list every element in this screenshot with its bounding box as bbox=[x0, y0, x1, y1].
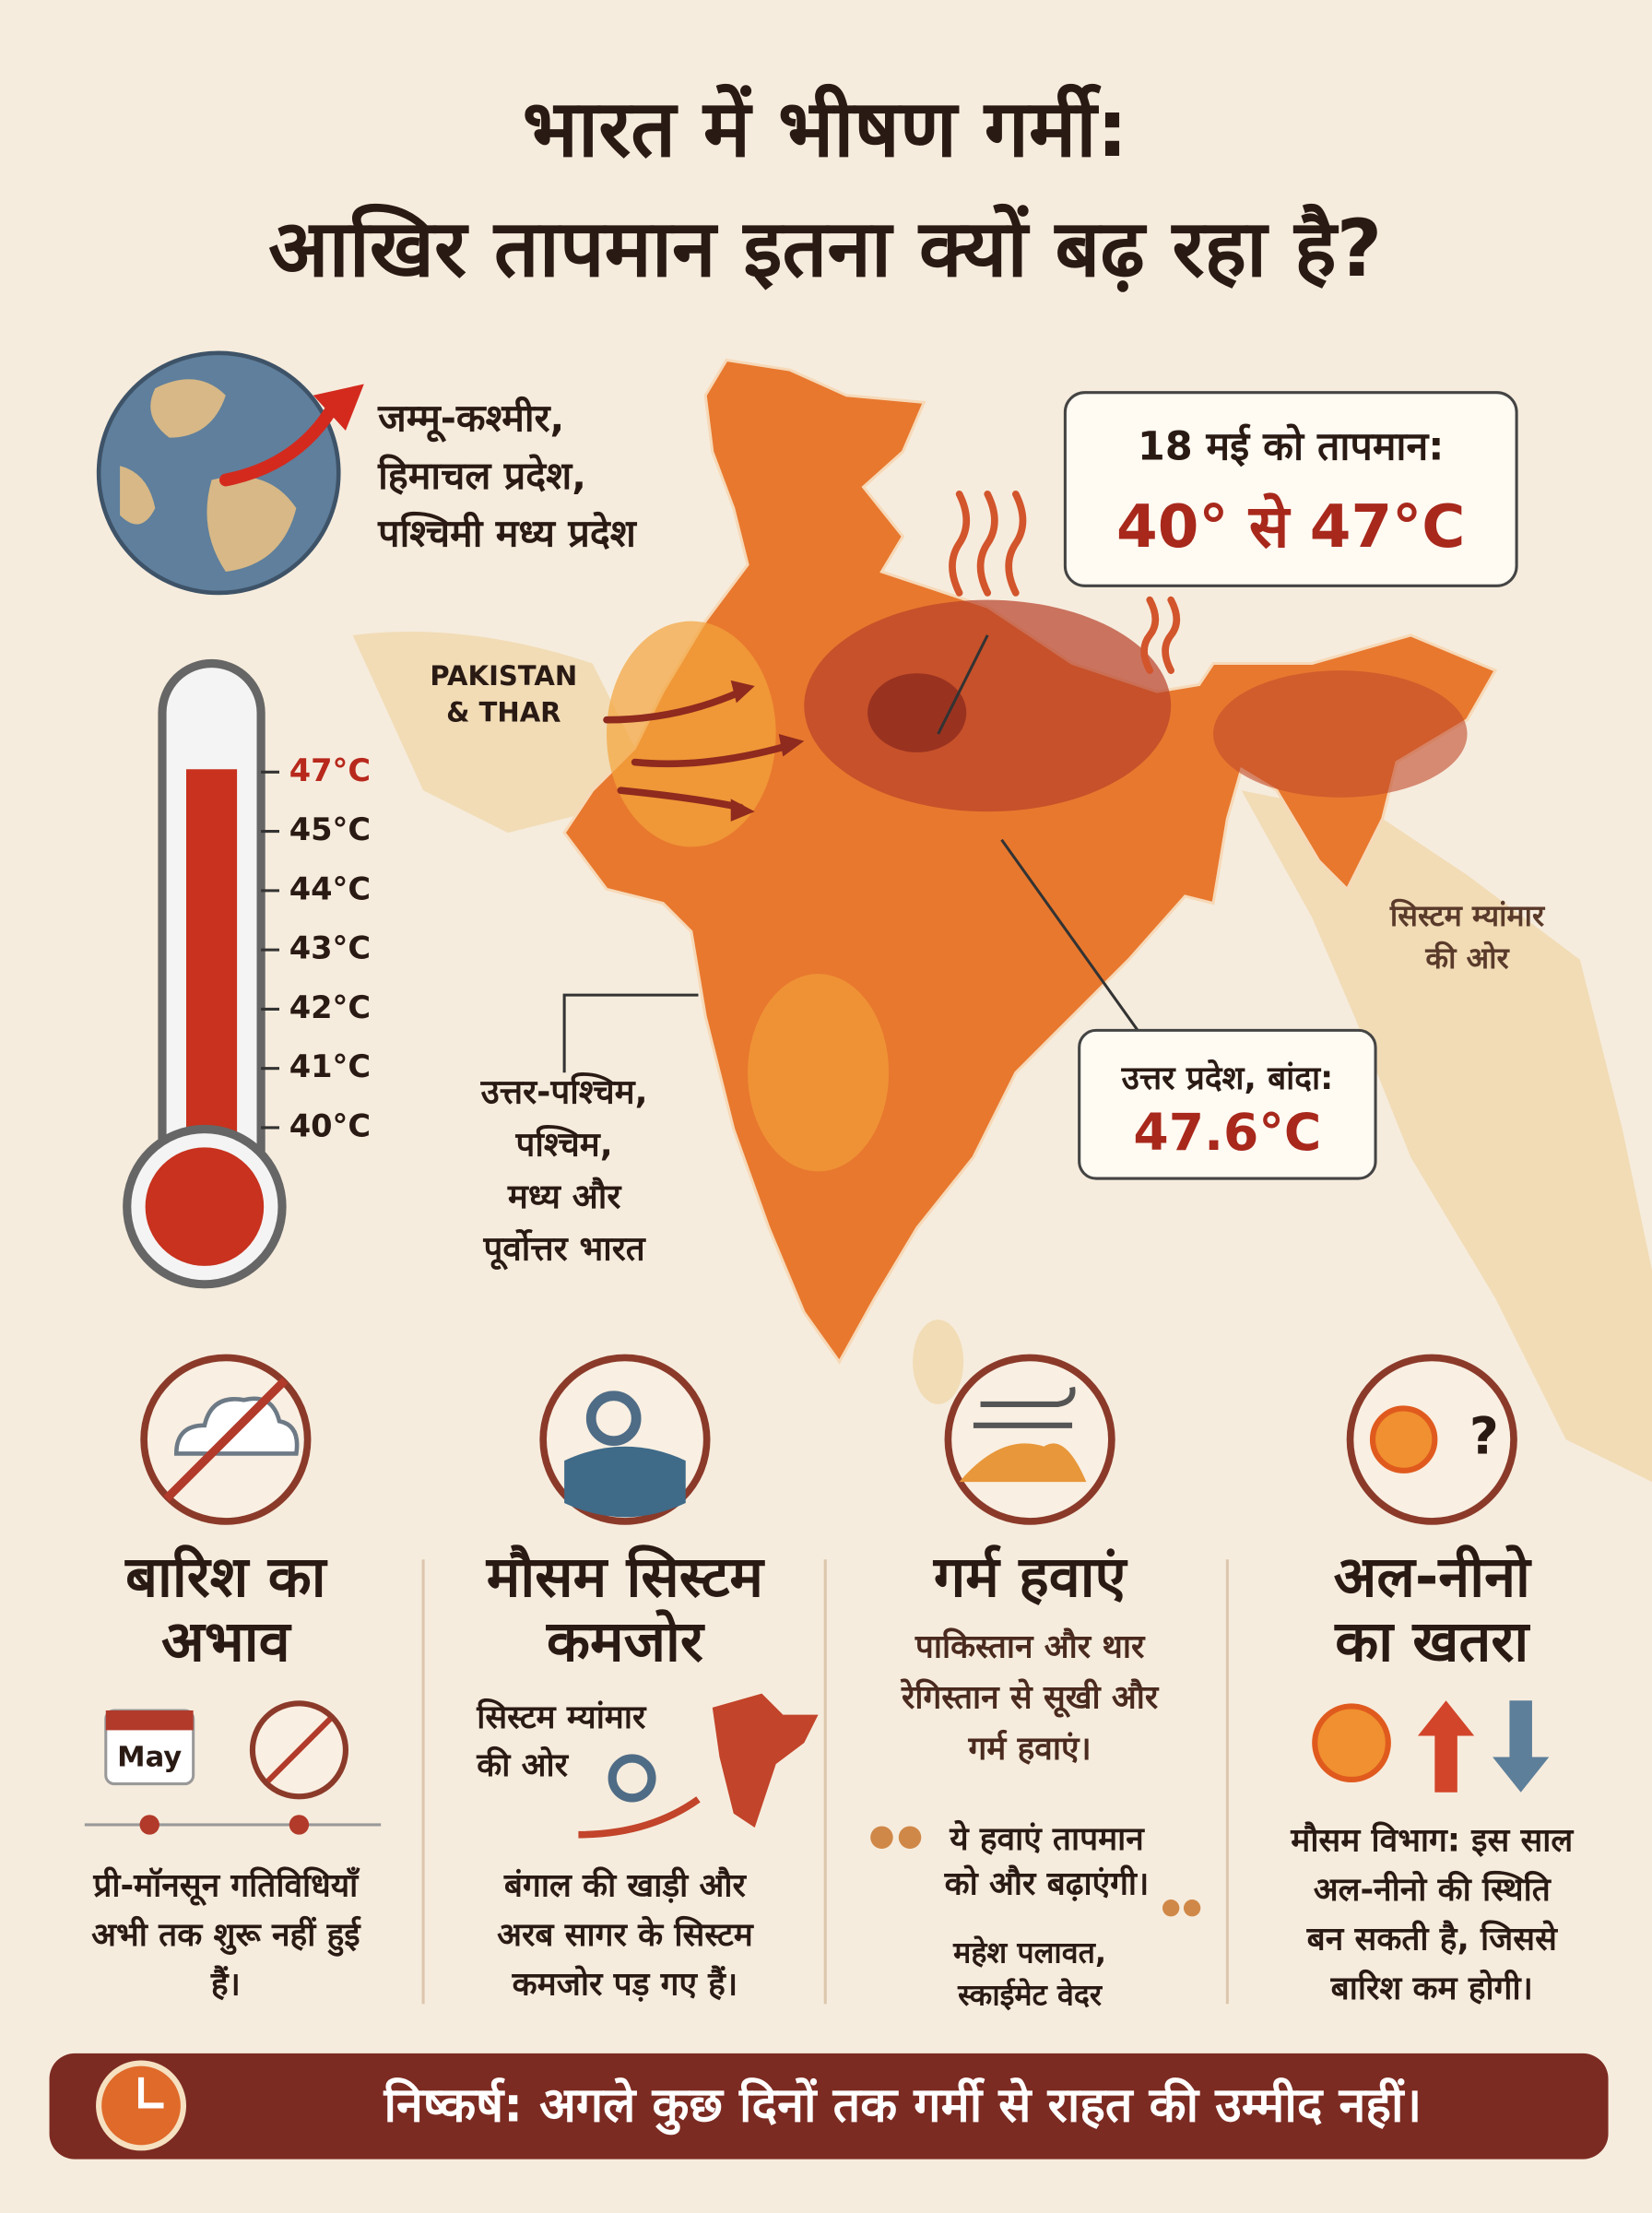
callout-pointer bbox=[937, 634, 989, 735]
sun-icon bbox=[1369, 1405, 1438, 1473]
scale-label: 43°C bbox=[289, 930, 371, 966]
globe-label: हिमाचल प्रदेश, bbox=[377, 454, 586, 498]
mini-arrow bbox=[578, 1796, 701, 1839]
column-dividers bbox=[421, 1559, 1229, 2005]
no-rain-slash bbox=[163, 1377, 289, 1502]
conclusion-bar bbox=[49, 2053, 1609, 2160]
globe-arrow bbox=[218, 403, 338, 487]
column-heading: कमजोर bbox=[546, 1609, 705, 1675]
heat-northeast bbox=[1213, 670, 1468, 798]
sun-small bbox=[1312, 1703, 1391, 1783]
globe-label: जम्मू-कश्मीर, bbox=[377, 396, 564, 443]
globe-land bbox=[120, 379, 297, 573]
callout-value: 47.6°C bbox=[1133, 1103, 1321, 1162]
callout-banda bbox=[1078, 1028, 1377, 1180]
scale-label: 47°C bbox=[289, 752, 371, 788]
scale-label: 42°C bbox=[289, 989, 371, 1025]
myanmar-label: सिस्टम म्यांमार bbox=[1389, 898, 1546, 933]
sea-icon bbox=[564, 1446, 686, 1518]
globe-label: पश्चिमी मध्य प्रदेश bbox=[377, 512, 638, 556]
quote: ये हवाएं तापमान bbox=[949, 1819, 1145, 1858]
heat-waves bbox=[949, 491, 1181, 674]
column-body: पाकिस्तान और थार bbox=[914, 1627, 1146, 1666]
pakistan-land bbox=[352, 632, 635, 834]
column-body: हैं। bbox=[210, 1964, 241, 2003]
quote: को और बढ़ाएंगी। bbox=[944, 1864, 1150, 1903]
globe-arrowhead bbox=[313, 384, 364, 431]
affected-label: मध्य और bbox=[507, 1177, 622, 1216]
column-body: बन सकती है, जिससे bbox=[1306, 1919, 1558, 1958]
column-body: बारिश कम होगी। bbox=[1330, 1969, 1533, 2007]
column-body: गर्म हवाएं। bbox=[967, 1729, 1091, 1768]
affected-label: पश्चिम, bbox=[515, 1124, 613, 1164]
column-body: मौसम विभाग: इस साल bbox=[1290, 1820, 1574, 1859]
heat-core bbox=[804, 599, 1172, 812]
calendar-header bbox=[105, 1710, 194, 1731]
affected-label: उत्तर-पश्चिम, bbox=[480, 1072, 648, 1112]
label-leader bbox=[562, 993, 699, 1073]
affected-label: पूर्वोत्तर भारत bbox=[483, 1229, 647, 1271]
column-heading: मौसम सिस्टम bbox=[486, 1544, 766, 1610]
callout-peak bbox=[1063, 391, 1518, 587]
timeline-dot bbox=[139, 1815, 159, 1835]
title: भारत में भीषण गर्मी: bbox=[523, 83, 1128, 175]
column-heading: का खतरा bbox=[1334, 1609, 1530, 1675]
clock-hands bbox=[137, 2077, 164, 2109]
cyclone-icon bbox=[585, 1391, 642, 1447]
column-heading: बारिश का bbox=[124, 1544, 328, 1610]
timeline-dot bbox=[289, 1815, 310, 1835]
column-body: अल-नीनो की स्थिति bbox=[1314, 1870, 1552, 1909]
quote-marks bbox=[870, 1826, 1201, 1917]
column-body: प्री-मॉनसून गतिविधियाँ bbox=[92, 1865, 360, 1906]
icon-label: ? bbox=[1469, 1406, 1499, 1465]
quote-attribution: स्काईमेट वेदर bbox=[957, 1978, 1103, 2013]
column-note: सिस्टम म्यांमार bbox=[476, 1698, 647, 1736]
no-rain-small-slash bbox=[266, 1716, 333, 1783]
myanmar-land bbox=[1241, 790, 1652, 1483]
scale-label: 45°C bbox=[289, 811, 371, 847]
column-body: अभी तक शुरू नहीं हुई bbox=[91, 1915, 361, 1957]
callout-pointer bbox=[1000, 838, 1144, 1038]
thermometer-mercury bbox=[186, 769, 238, 1193]
arrow-down bbox=[1493, 1700, 1550, 1793]
region-label: PAKISTAN bbox=[430, 660, 577, 692]
heat-peak bbox=[867, 673, 967, 752]
thermometer-bulb-fill bbox=[145, 1147, 265, 1266]
quote-attribution: महेश पलावत, bbox=[952, 1935, 1106, 1970]
scale-label: 40°C bbox=[289, 1107, 371, 1143]
column-heading: अल-नीनो bbox=[1334, 1544, 1532, 1610]
column-body: अरब सागर के सिस्टम bbox=[497, 1915, 755, 1954]
mini-cyclone bbox=[608, 1754, 656, 1803]
column-heading: अभाव bbox=[161, 1609, 292, 1675]
title: आखिर तापमान इतना क्यों बढ़ रहा है? bbox=[268, 203, 1382, 295]
column-body: रेगिस्तान से सूखी और bbox=[900, 1678, 1160, 1719]
arrow-up bbox=[1417, 1700, 1475, 1793]
column-body: बंगाल की खाड़ी और bbox=[503, 1865, 748, 1904]
column-heading: गर्म हवाएं bbox=[933, 1544, 1128, 1610]
scale-label: 44°C bbox=[289, 870, 371, 906]
scale-label: 41°C bbox=[289, 1048, 371, 1084]
region-label: & THAR bbox=[446, 697, 560, 728]
wind-arrows bbox=[603, 688, 794, 811]
column-body: कमजोर पड़ गए हैं। bbox=[512, 1964, 738, 2003]
wind-icon bbox=[973, 1386, 1076, 1428]
heat-south bbox=[748, 974, 890, 1172]
wind-arrowheads bbox=[730, 680, 805, 822]
mini-india bbox=[712, 1693, 819, 1828]
conclusion: निष्कर्ष: अगले कुछ दिनों तक गर्मी से राह… bbox=[384, 2077, 1422, 2136]
callout-heading: 18 मई को तापमान: bbox=[1138, 422, 1444, 469]
desert-icon bbox=[959, 1443, 1087, 1483]
sri-lanka bbox=[913, 1320, 964, 1404]
myanmar-label: की ओर bbox=[1424, 941, 1510, 976]
callout-value: 40° से 47°C bbox=[1116, 492, 1466, 562]
calendar-label: May bbox=[117, 1742, 182, 1774]
column-note: की ओर bbox=[476, 1746, 569, 1784]
callout-heading: उत्तर प्रदेश, बांदा: bbox=[1121, 1059, 1334, 1097]
